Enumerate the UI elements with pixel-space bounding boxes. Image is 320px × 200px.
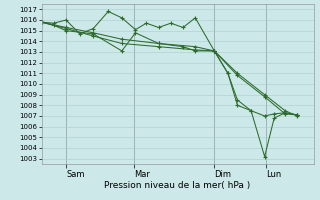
X-axis label: Pression niveau de la mer( hPa ): Pression niveau de la mer( hPa ) xyxy=(104,181,251,190)
